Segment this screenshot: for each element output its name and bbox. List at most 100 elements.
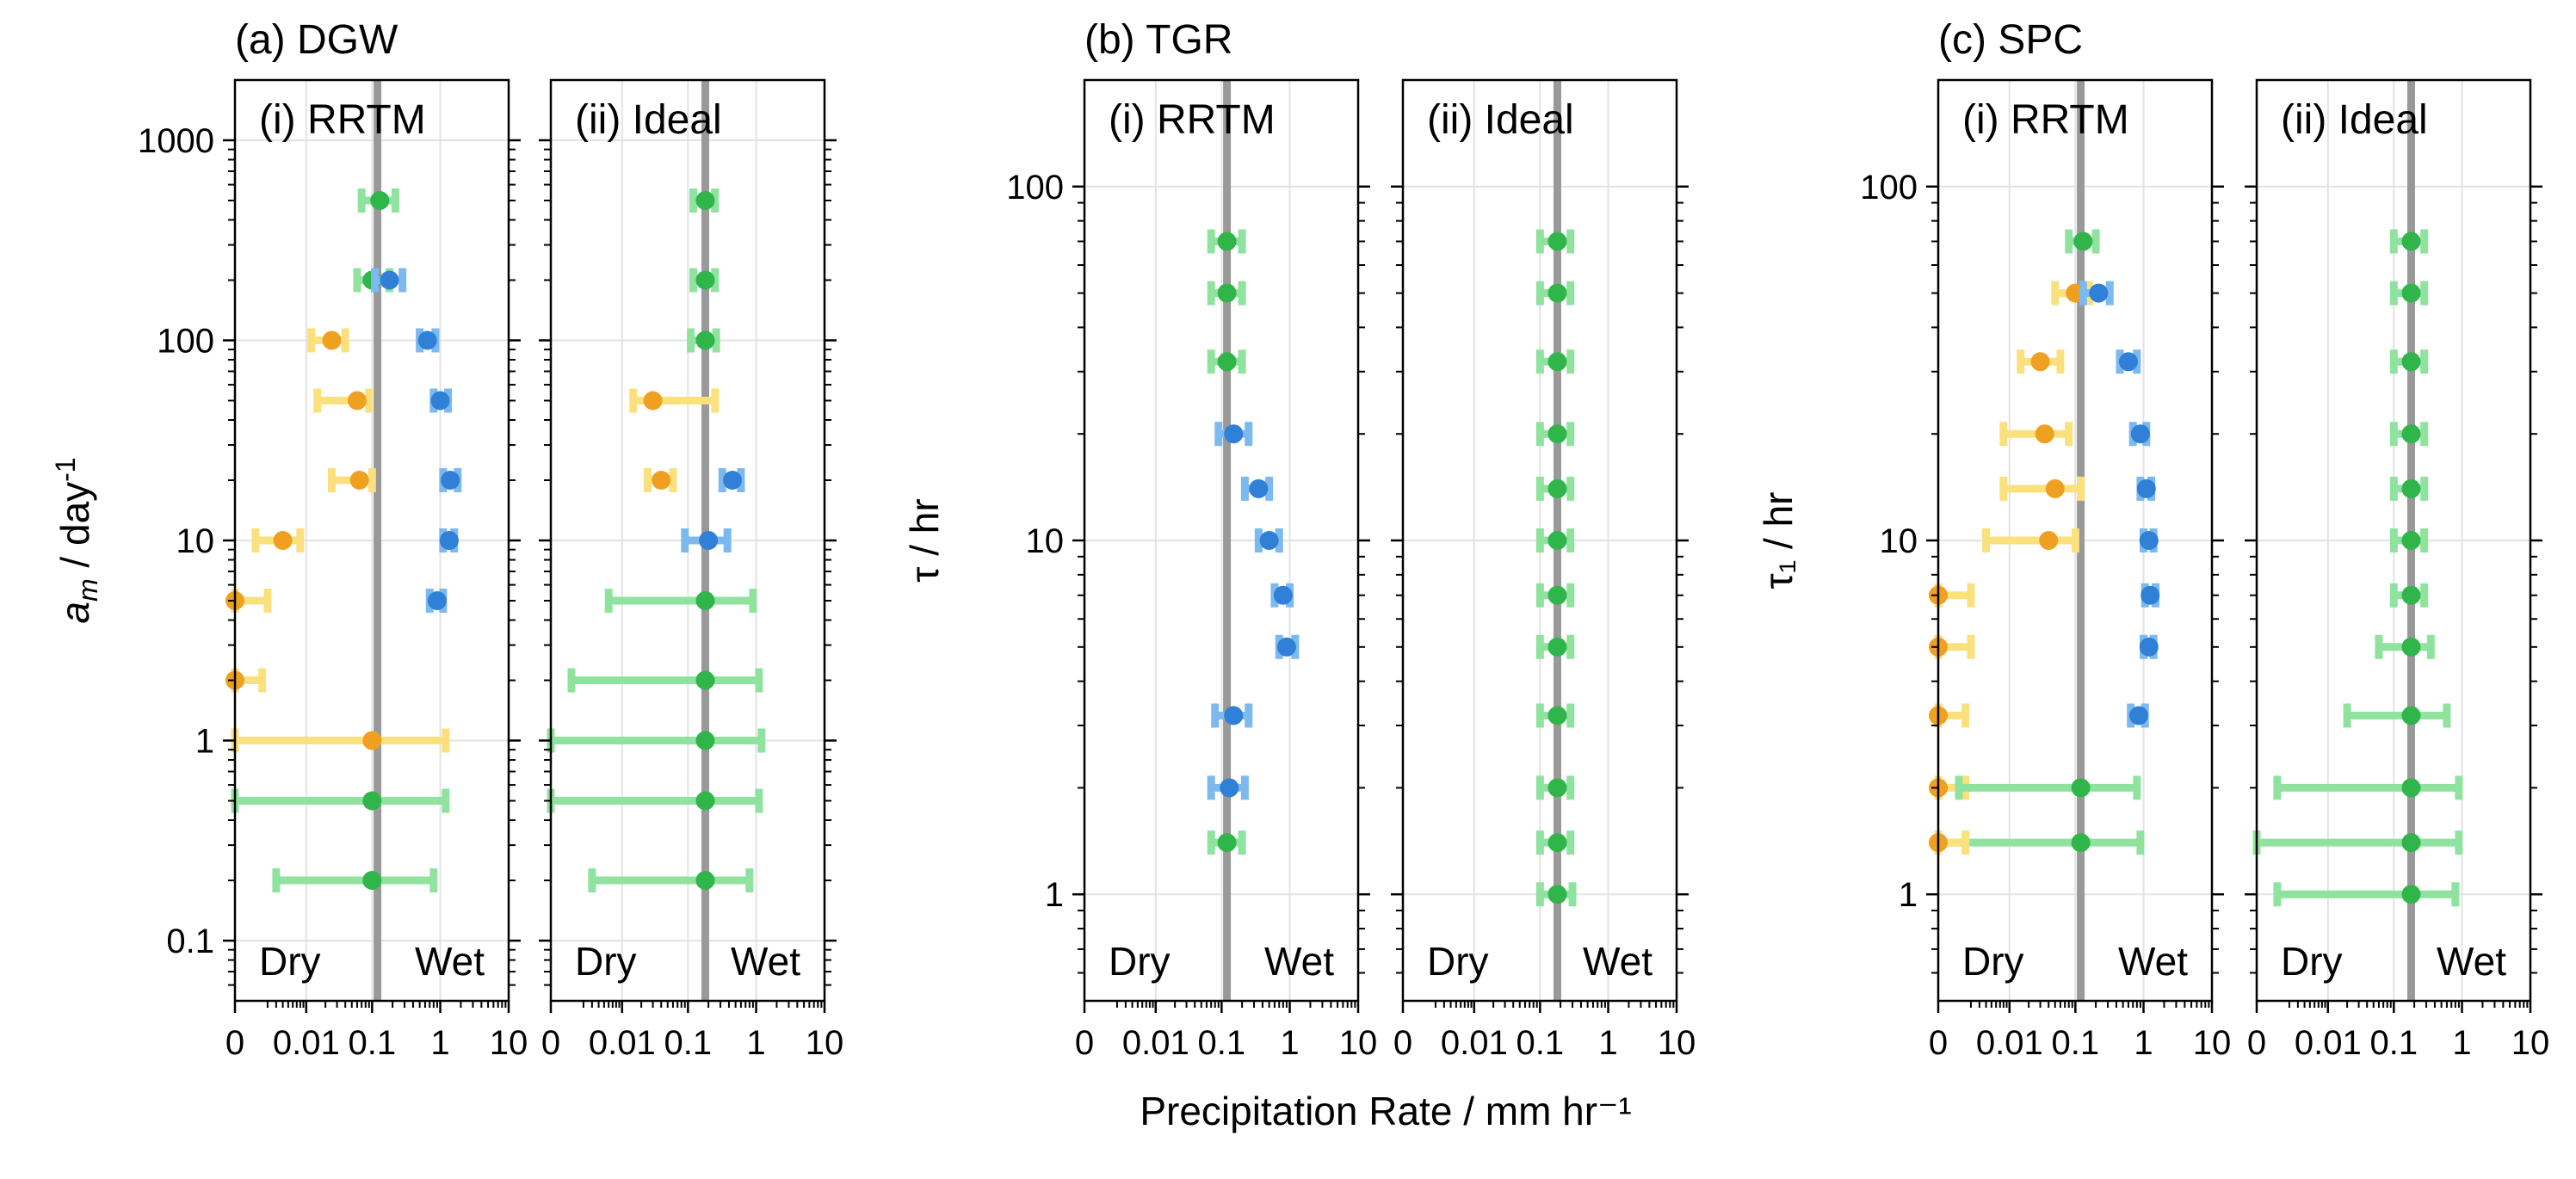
- data-point: [1217, 231, 1237, 251]
- data-point: [1547, 706, 1567, 725]
- chart-panel: 0 0.01 0.1 1 10 1 10 100 (i) RRTM Dry Wet (b) TGR τ …: [902, 17, 1377, 1062]
- data-point-group: [1535, 634, 1575, 659]
- wet-label: Wet: [415, 939, 485, 984]
- data-point: [2136, 478, 2156, 498]
- x-tick-label: 1: [1280, 1024, 1299, 1062]
- y-tick-label: 10: [176, 522, 215, 560]
- data-point-group: [1275, 634, 1300, 659]
- data-point: [652, 471, 671, 491]
- shared-x-axis-label: Precipitation Rate / mm hr⁻¹: [1140, 1089, 1631, 1133]
- data-point-group: [1254, 528, 1283, 552]
- data-point: [695, 670, 715, 690]
- wet-label: Wet: [1264, 939, 1334, 984]
- data-point-group: [2065, 229, 2100, 254]
- data-point-group: [371, 268, 407, 293]
- data-point: [362, 731, 382, 750]
- data-point-group: [2389, 349, 2429, 374]
- data-point: [695, 270, 715, 290]
- data-point-group: [416, 328, 440, 353]
- chart-panel: 0 0.01 0.1 1 10 1 10 100 (i) RRTM Dry Wet (c) SPC τ₁…: [1756, 17, 2231, 1062]
- data-point: [723, 471, 743, 491]
- x-tick-label: 10: [1339, 1024, 1378, 1062]
- dry-label: Dry: [575, 939, 637, 984]
- data-point-group: [2252, 830, 2463, 855]
- group-title: (b) TGR: [1084, 17, 1232, 63]
- data-point: [427, 590, 447, 610]
- x-tick-label: 1: [746, 1024, 765, 1062]
- data-point-group: [2116, 349, 2141, 374]
- data-point: [695, 190, 715, 210]
- data-point: [2071, 778, 2091, 798]
- data-point-group: [1535, 775, 1575, 800]
- data-point-group: [1535, 422, 1575, 447]
- data-point: [1547, 478, 1567, 498]
- group-title: (a) DGW: [235, 17, 398, 63]
- data-point-group: [251, 528, 305, 552]
- data-point: [362, 791, 382, 811]
- panel-title: (i) RRTM: [1109, 97, 1276, 143]
- data-point-group: [2389, 281, 2429, 306]
- data-point-group: [1270, 583, 1294, 608]
- data-point-group: [2273, 882, 2460, 907]
- data-point: [1273, 585, 1293, 605]
- data-point-group: [629, 388, 720, 413]
- data-point-group: [1955, 775, 2141, 800]
- data-point: [349, 471, 369, 491]
- data-point-group: [547, 728, 766, 753]
- data-point: [695, 791, 715, 811]
- data-point-group: [681, 528, 732, 552]
- data-point-group: [2127, 703, 2149, 728]
- data-point-group: [425, 588, 448, 613]
- data-point-group: [1535, 882, 1577, 907]
- x-tick-label: 0.1: [349, 1024, 397, 1062]
- data-point: [695, 330, 715, 350]
- data-point-group: [1535, 281, 1575, 306]
- data-point: [2401, 478, 2421, 498]
- data-point: [2401, 352, 2421, 372]
- data-point-group: [1207, 349, 1246, 374]
- dry-label: Dry: [1427, 939, 1489, 984]
- data-point: [347, 391, 367, 410]
- x-tick-label: 0: [1929, 1024, 1948, 1062]
- data-point: [1217, 352, 1237, 372]
- data-point-group: [1535, 583, 1575, 608]
- x-tick-label: 1: [430, 1024, 449, 1062]
- data-point-group: [604, 588, 757, 613]
- data-point-group: [1535, 528, 1575, 552]
- data-point: [1259, 531, 1279, 550]
- data-point: [1547, 778, 1567, 798]
- x-tick-label: 10: [1658, 1024, 1696, 1062]
- data-point-group: [2273, 775, 2463, 800]
- data-point-group: [2389, 528, 2429, 552]
- data-point: [695, 731, 715, 750]
- data-point: [439, 531, 459, 550]
- data-point: [441, 471, 460, 491]
- data-point: [370, 190, 390, 210]
- panel-title: (ii) Ideal: [1427, 97, 1574, 143]
- data-point: [2071, 833, 2091, 853]
- data-point: [1547, 531, 1567, 550]
- data-point-group: [2389, 476, 2429, 501]
- data-point-group: [1207, 229, 1246, 254]
- data-point: [2039, 531, 2059, 550]
- x-tick-label: 0.01: [589, 1024, 656, 1062]
- data-point: [2401, 531, 2421, 550]
- data-point-group: [1999, 476, 2085, 501]
- y-tick-label: 0.1: [166, 923, 214, 960]
- data-point-group: [687, 328, 720, 353]
- data-point-group: [1207, 775, 1249, 800]
- data-point-group: [1982, 528, 2079, 552]
- data-point: [1547, 833, 1567, 853]
- data-point-group: [2375, 634, 2435, 659]
- x-tick-label: 0.01: [273, 1024, 340, 1062]
- data-point: [2030, 352, 2050, 372]
- data-point: [1547, 585, 1567, 605]
- data-point: [699, 531, 719, 550]
- data-point: [362, 871, 382, 891]
- x-tick-label: 10: [490, 1024, 528, 1062]
- data-point: [695, 590, 715, 610]
- data-point-group: [2139, 634, 2159, 659]
- data-point: [2035, 424, 2054, 444]
- data-point: [1217, 283, 1237, 303]
